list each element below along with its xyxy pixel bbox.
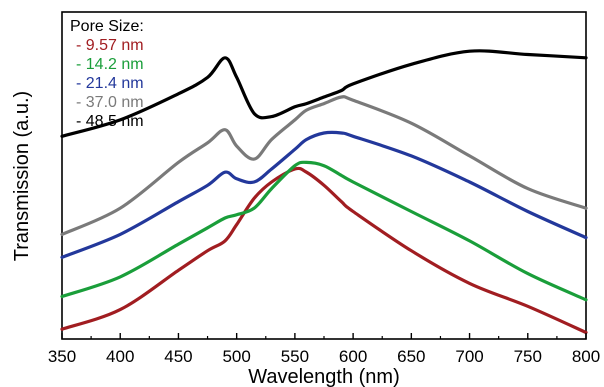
x-axis-label: Wavelength (nm) — [248, 366, 400, 387]
legend-title: Pore Size: — [70, 18, 144, 35]
x-tick-label: 350 — [48, 347, 76, 366]
x-tick-label: 450 — [164, 347, 192, 366]
x-tick-label: 700 — [455, 347, 483, 366]
x-tick-label: 550 — [281, 347, 309, 366]
legend-entry-48-5: - 48.5 nm — [76, 113, 144, 130]
legend-entry-37-0: - 37.0 nm — [76, 94, 144, 111]
y-axis-label: Transmission (a.u.) — [11, 91, 33, 261]
x-axis-ticks: 350 400 450 500 550 600 650 700 750 800 — [48, 333, 600, 366]
x-tick-label: 500 — [222, 347, 250, 366]
x-tick-label: 600 — [339, 347, 367, 366]
x-tick-label: 650 — [397, 347, 425, 366]
legend-entry-9-57: - 9.57 nm — [76, 37, 144, 54]
series-line-14-2-nm — [60, 160, 588, 302]
legend-entry-14-2: - 14.2 nm — [76, 56, 144, 73]
x-tick-label: 800 — [572, 347, 600, 366]
x-tick-label: 400 — [106, 347, 134, 366]
legend-entry-21-4: - 21.4 nm — [76, 75, 144, 92]
legend: Pore Size: - 9.57 nm - 14.2 nm - 21.4 nm… — [70, 18, 144, 130]
x-tick-label: 750 — [514, 347, 542, 366]
series-line-37-0-nm — [60, 95, 588, 236]
series-line-21-4-nm — [60, 130, 588, 259]
series-line-9-57-nm — [60, 166, 588, 335]
series-lines — [60, 49, 588, 335]
series-line-48-5-nm — [60, 49, 588, 138]
